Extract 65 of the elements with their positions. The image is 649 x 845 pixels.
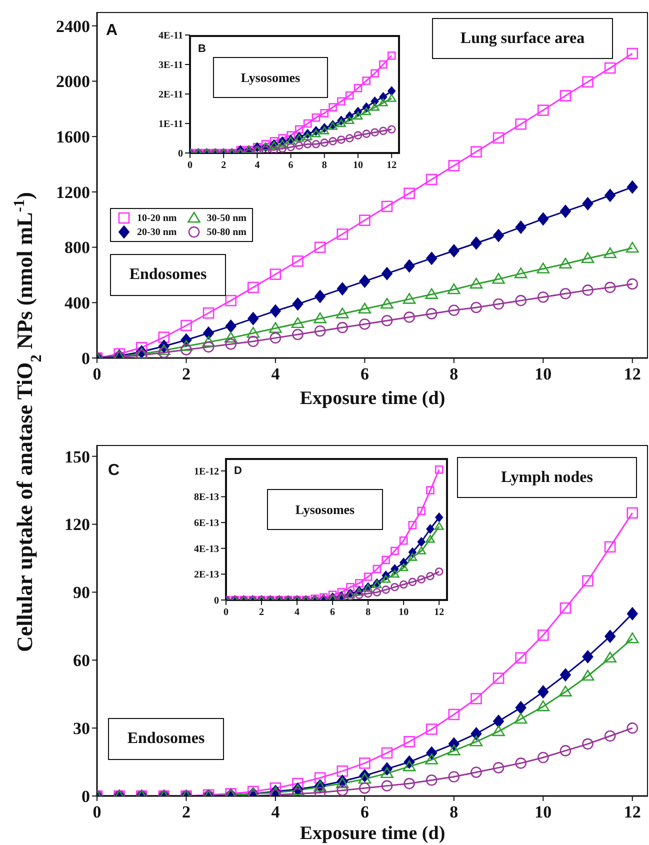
text-box: Lymph nodes (457, 457, 637, 498)
x-tick-label: 6 (330, 607, 336, 618)
x-tick-label: 4 (271, 802, 280, 822)
annotation: C (108, 462, 120, 480)
annotation: A (106, 22, 118, 40)
x-tick-label: 8 (450, 364, 458, 384)
x-tick-label: 2 (221, 160, 226, 171)
x-tick-label: 2 (182, 802, 190, 822)
y-tick-label: 6E-13 (194, 518, 219, 530)
y-tick-label: 2400 (56, 16, 90, 36)
y-tick-label: 1E-11 (158, 119, 183, 130)
x-tick-label: 12 (386, 160, 397, 171)
legend-label: 10-20 nm (137, 212, 177, 224)
x-tick-label: 10 (534, 364, 552, 384)
x-tick-label: 4 (271, 364, 280, 384)
text-box: Lysosomes (213, 57, 328, 98)
y-tick-label: 2000 (56, 72, 90, 92)
x-tick-label: 8 (450, 802, 458, 822)
x-tick-label: 6 (288, 160, 294, 171)
x-tick-label: 12 (434, 607, 444, 618)
text-box: Endosomes (110, 254, 226, 296)
x-tick-label: 6 (360, 364, 369, 384)
y-tick-label: 0 (82, 348, 90, 368)
x-tick-label: 10 (353, 160, 363, 171)
y-tick-label: 4E-11 (158, 30, 183, 42)
y-tick-label: 8E-13 (194, 492, 219, 504)
y-tick-label: 4E-13 (194, 544, 219, 555)
x-tick-label: 6 (360, 802, 369, 822)
legend-label: 50-80 nm (206, 226, 246, 238)
text-box: Lysosomes (267, 489, 383, 530)
y-tick-label: 2E-11 (158, 90, 183, 100)
y-tick-label: 1E-12 (194, 466, 219, 478)
y-tick-label: 90 (73, 583, 90, 602)
y-tick-label: 0 (214, 596, 219, 606)
y-tick-label: 400 (64, 294, 90, 313)
y-tick-label: 120 (64, 515, 90, 534)
x-axis-title: Exposure time (d) (298, 823, 446, 845)
annotation: D (234, 465, 242, 477)
x-tick-label: 12 (624, 802, 641, 822)
y-tick-label: 3E-11 (158, 60, 183, 71)
x-tick-label: 2 (182, 364, 190, 384)
y-tick-label: 1200 (56, 182, 90, 202)
text-box: Endosomes (108, 718, 224, 760)
x-tick-label: 0 (224, 607, 228, 618)
x-tick-label: 12 (624, 364, 641, 384)
x-tick-label: 8 (366, 607, 371, 618)
y-tick-label: 1600 (56, 128, 90, 147)
text-box: Lung surface area (432, 18, 613, 59)
y-tick-label: 0 (178, 148, 183, 160)
y-tick-label: 30 (73, 719, 90, 738)
annotation: B (198, 43, 206, 55)
y-tick-label: 150 (64, 447, 90, 466)
x-tick-label: 10 (398, 607, 409, 618)
legend-label: 20-30 nm (137, 226, 177, 238)
x-tick-label: 2 (259, 607, 264, 618)
y-tick-label: 800 (64, 238, 90, 258)
y-tick-label: 2E-13 (194, 570, 219, 581)
legend-label: 30-50 nm (206, 212, 246, 224)
x-tick-label: 10 (534, 802, 552, 822)
y-tick-label: 60 (73, 651, 90, 670)
x-tick-label: 4 (254, 160, 260, 171)
x-tick-label: 8 (322, 160, 327, 171)
x-axis-title: Exposure time (d) (298, 388, 446, 410)
x-tick-label: 4 (294, 607, 300, 618)
y-tick-label: 0 (82, 786, 90, 806)
